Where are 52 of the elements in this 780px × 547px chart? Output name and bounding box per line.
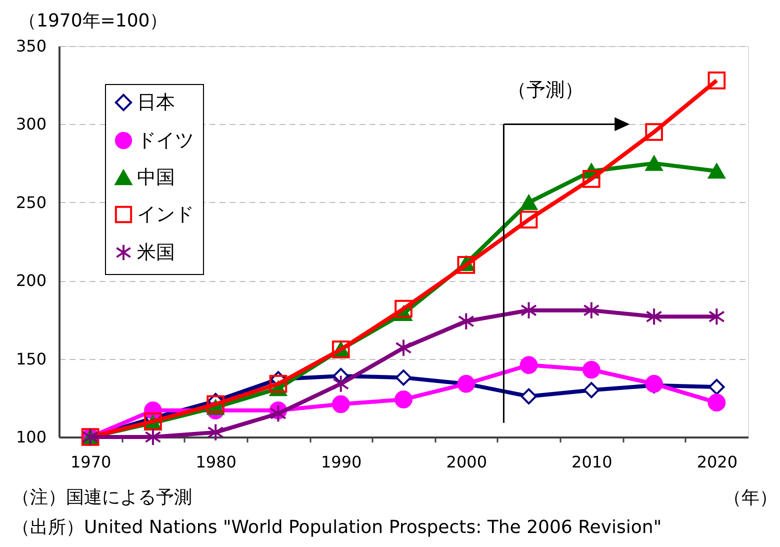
point [394, 300, 412, 318]
x-tick-label: 2000 [446, 452, 487, 472]
legend-label: 日本 [137, 92, 175, 114]
y-axis-title: （1970年=100） [18, 10, 168, 32]
legend-label: 中国 [137, 166, 175, 188]
text: （出所）United Nations "World Population Prospects: The 2006 Revision" [12, 517, 662, 538]
legend-label: インド [137, 204, 194, 226]
y-tick-label: 350 [16, 36, 46, 56]
text: （注）国連による予測 [12, 487, 192, 508]
point [395, 369, 412, 386]
point [645, 156, 663, 171]
point [708, 394, 726, 412]
x-tick-label: 2010 [572, 452, 612, 472]
x-tick-label: 1980 [196, 452, 236, 472]
point [520, 356, 538, 374]
point [645, 123, 663, 141]
point [583, 301, 600, 320]
point [332, 374, 350, 393]
point [144, 428, 162, 446]
point [269, 374, 288, 393]
y-tick-label: 150 [16, 349, 46, 368]
y-tick-label: 200 [16, 271, 46, 290]
point [582, 170, 600, 188]
point [583, 382, 600, 398]
legend-label: ドイツ [137, 130, 194, 152]
point [708, 378, 725, 396]
y-tick-label: 250 [16, 192, 46, 212]
x-tick-label: 2020 [696, 452, 738, 472]
point [520, 388, 537, 404]
y-tick-label: 300 [16, 114, 46, 134]
point [207, 423, 224, 442]
point [332, 395, 350, 414]
point [520, 210, 538, 229]
x-axis-title: （年） [724, 488, 778, 508]
point [458, 312, 474, 330]
point [708, 164, 726, 179]
x-tick-label: 1990 [321, 452, 362, 472]
point [206, 395, 224, 414]
point [582, 360, 600, 379]
point [708, 308, 725, 326]
point [708, 72, 726, 90]
legend-label: 米国 [137, 242, 175, 264]
point [457, 256, 476, 274]
y-tick-label: 100 [16, 428, 46, 446]
point [270, 404, 286, 423]
point [520, 194, 538, 210]
point [395, 338, 412, 357]
point [394, 390, 412, 408]
ref-line-label: （予測） [508, 79, 584, 102]
point [646, 308, 662, 326]
point [520, 301, 538, 320]
x-tick-label: 1970 [70, 452, 112, 472]
